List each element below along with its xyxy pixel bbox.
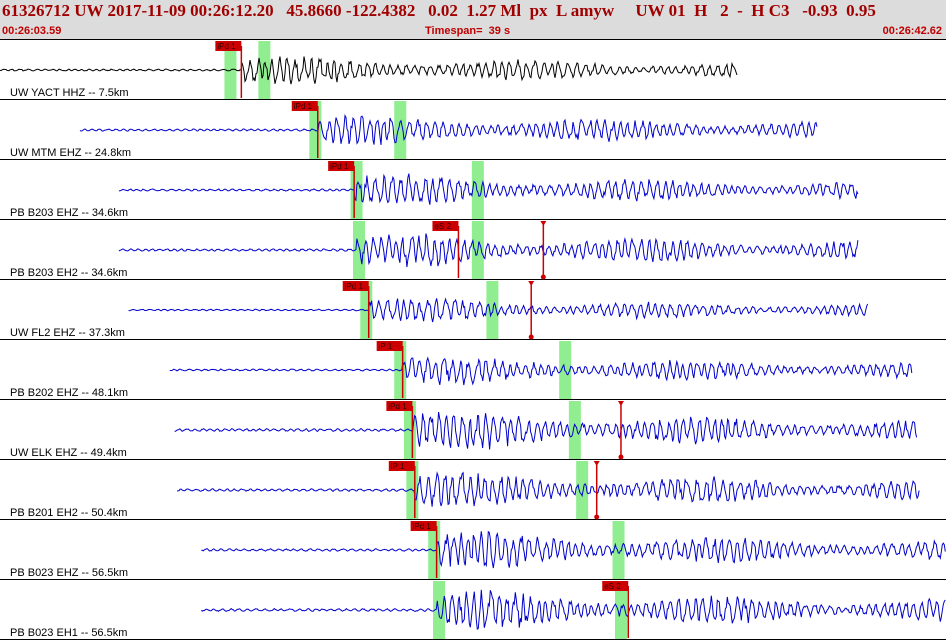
station-label: PB B023 EH1 -- 56.5km bbox=[10, 627, 127, 639]
station-label: PB B202 EHZ -- 48.1km bbox=[10, 387, 128, 399]
trace-row: iPd 1 PB B023 EHZ -- 56.5km bbox=[0, 521, 946, 580]
station-label: PB B203 EHZ -- 34.6km bbox=[10, 207, 128, 219]
pick-flag bbox=[388, 461, 415, 471]
waveform bbox=[169, 356, 913, 386]
waveform bbox=[118, 173, 859, 205]
waveform bbox=[201, 530, 946, 569]
pick-label: iPd 1 bbox=[345, 282, 364, 291]
trace-row: iPd 1 UW FL2 EHZ -- 37.3km bbox=[0, 281, 946, 340]
station-label: PB B201 EH2 -- 50.4km bbox=[10, 507, 127, 519]
pick-label: eS 2 bbox=[434, 222, 451, 231]
waveform bbox=[79, 113, 818, 145]
trace-row: iP 1 PB B201 EH2 -- 50.4km bbox=[0, 461, 946, 520]
pick-marker bbox=[540, 221, 547, 226]
pick-flag bbox=[432, 221, 459, 231]
station-label: UW ELK EHZ -- 49.4km bbox=[10, 447, 127, 459]
arrival-window bbox=[471, 161, 484, 219]
trace-row: iPd 1 UW YACT HHZ -- 7.5km bbox=[0, 41, 946, 100]
pick-label: iP 1 bbox=[379, 342, 393, 351]
arrival-window bbox=[486, 281, 499, 339]
waveform bbox=[118, 233, 859, 268]
seismogram-plot[interactable]: iPd 1 UW YACT HHZ -- 7.5km iPd 1 UW MTM EHZ… bbox=[0, 40, 946, 640]
pick-label: iPd 1 bbox=[388, 402, 407, 411]
trace-row: iPd 1 PB B203 EHZ -- 34.6km bbox=[0, 161, 946, 220]
trace-row: eS 2 PB B023 EH1 -- 56.5km bbox=[0, 581, 946, 640]
pick-label: iPd 1 bbox=[330, 162, 349, 171]
pick-label: iPd 1 bbox=[294, 102, 313, 111]
pick-flag bbox=[342, 281, 369, 291]
pick-label: eS 2 bbox=[604, 582, 621, 591]
pick-flag bbox=[291, 101, 318, 111]
trace-row: eS 2 PB B203 EH2 -- 34.6km bbox=[0, 221, 946, 280]
arrival-window bbox=[352, 221, 365, 279]
timespan-label: Timespan= 39 s bbox=[425, 25, 511, 37]
station-label: PB B023 EHZ -- 56.5km bbox=[10, 567, 128, 579]
arrival-window bbox=[394, 101, 407, 159]
start-time-label: 00:26:03.59 bbox=[2, 25, 62, 37]
pick-flag bbox=[386, 401, 413, 411]
station-label: PB B203 EH2 -- 34.6km bbox=[10, 267, 127, 279]
waveform bbox=[128, 297, 869, 323]
pick-flag bbox=[602, 581, 629, 591]
waveform bbox=[176, 471, 920, 507]
trace-row: iPd 1 UW ELK EHZ -- 49.4km bbox=[0, 401, 946, 460]
trace-row: iPd 1 UW MTM EHZ -- 24.8km bbox=[0, 101, 946, 160]
arrival-window bbox=[433, 581, 446, 639]
pick-flag bbox=[376, 341, 403, 351]
pick-marker bbox=[617, 401, 624, 406]
event-header: 61326712 UW 2017-11-09 00:26:12.20 45.86… bbox=[0, 0, 946, 40]
arrival-window bbox=[258, 41, 271, 99]
pick-label: iPd 1 bbox=[413, 522, 432, 531]
pick-marker bbox=[528, 281, 535, 286]
event-title: 61326712 UW 2017-11-09 00:26:12.20 45.86… bbox=[2, 1, 876, 20]
pick-marker bbox=[618, 454, 624, 460]
station-label: UW FL2 EHZ -- 37.3km bbox=[10, 327, 125, 339]
end-time-label: 00:26:42.62 bbox=[882, 25, 942, 37]
pick-marker bbox=[528, 334, 534, 340]
pick-flag bbox=[328, 161, 355, 171]
pick-label: iP 1 bbox=[391, 462, 405, 471]
trace-row: iP 1 PB B202 EHZ -- 48.1km bbox=[0, 341, 946, 400]
arrival-window bbox=[568, 401, 581, 459]
waveform bbox=[0, 56, 738, 85]
pick-flag bbox=[410, 521, 437, 531]
arrival-window bbox=[576, 461, 589, 519]
station-label: UW MTM EHZ -- 24.8km bbox=[10, 147, 131, 159]
arrival-window bbox=[612, 521, 625, 579]
pick-marker bbox=[594, 514, 600, 520]
pick-label: iPd 1 bbox=[217, 42, 236, 51]
pick-marker bbox=[540, 274, 546, 280]
pick-marker bbox=[593, 461, 600, 466]
waveform bbox=[174, 411, 918, 450]
station-label: UW YACT HHZ -- 7.5km bbox=[10, 87, 129, 99]
pick-flag bbox=[215, 41, 242, 51]
waveform bbox=[200, 589, 946, 630]
